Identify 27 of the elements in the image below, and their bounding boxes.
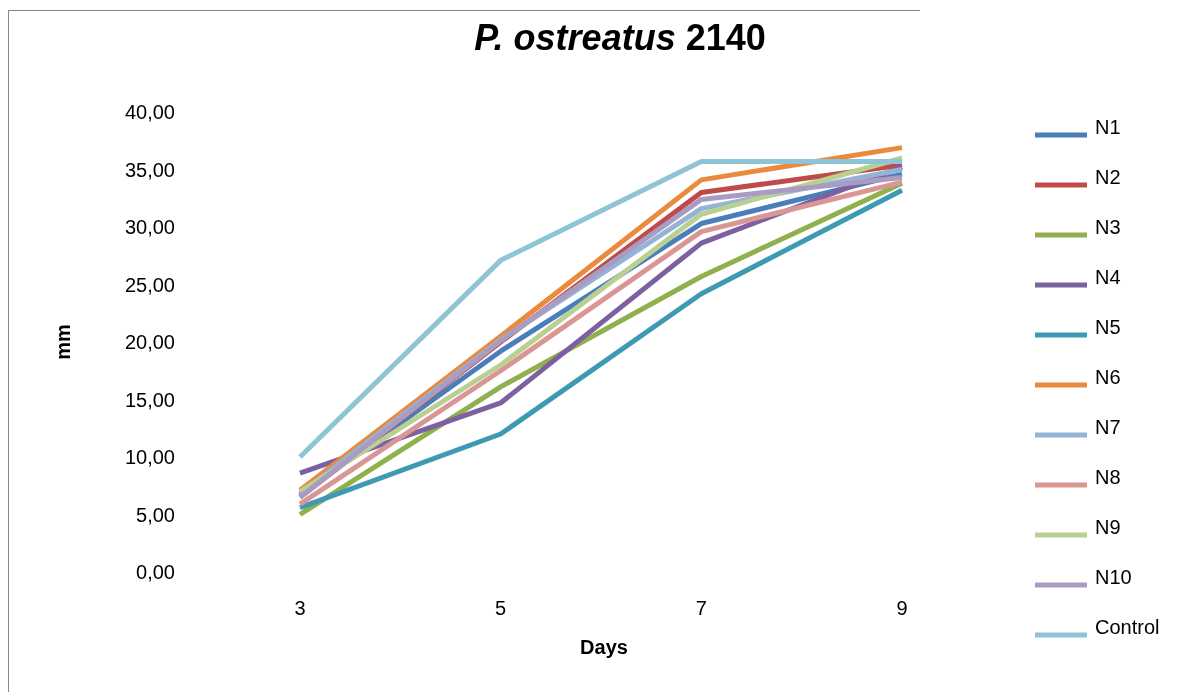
legend-label: N7	[1095, 416, 1121, 438]
legend-label: N3	[1095, 216, 1121, 238]
y-tick-label: 0,00	[136, 561, 175, 583]
x-axis-title: Days	[580, 636, 628, 658]
y-tick-label: 25,00	[124, 273, 175, 296]
y-tick-label: 40,00	[124, 101, 175, 123]
legend-label: N2	[1095, 166, 1121, 188]
x-tick-label: 9	[896, 597, 908, 619]
y-tick-label: 5,00	[136, 503, 175, 526]
legend-label: N8	[1095, 466, 1121, 488]
chart-title: P. ostreatus 2140	[474, 17, 766, 58]
legend-label: N9	[1095, 516, 1121, 538]
legend-label: N5	[1095, 316, 1121, 338]
y-tick-label: 35,00	[124, 158, 175, 181]
y-tick-label: 15,00	[124, 388, 175, 411]
y-tick-label: 20,00	[124, 331, 175, 353]
y-axis-title: mm	[52, 324, 74, 360]
legend-label: N4	[1095, 266, 1121, 288]
legend-label: N10	[1095, 566, 1132, 588]
legend-label: N6	[1095, 366, 1121, 388]
legend-label: N1	[1095, 116, 1121, 138]
y-tick-label: 30,00	[124, 216, 175, 238]
x-tick-label: 5	[495, 597, 507, 619]
x-tick-label: 7	[695, 597, 707, 619]
y-tick-label: 10,00	[124, 446, 175, 468]
legend-label: Control	[1095, 616, 1160, 638]
x-tick-label: 3	[294, 597, 306, 619]
